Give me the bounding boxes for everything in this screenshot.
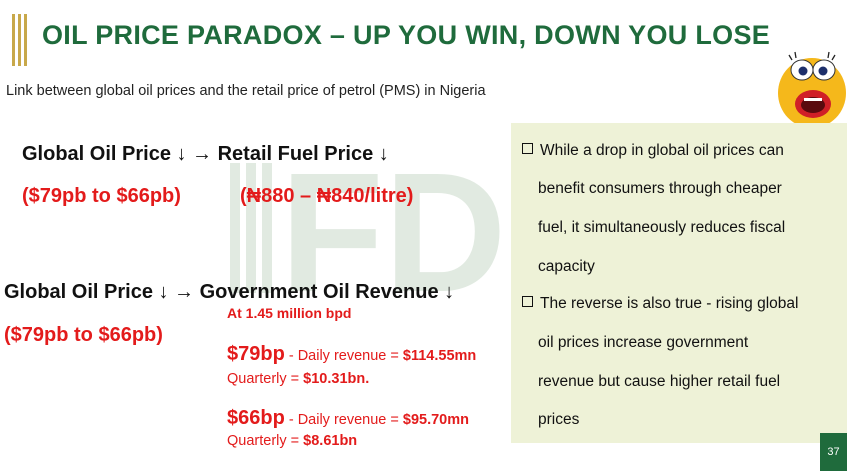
revenue-79-daily: $79bp - Daily revenue = $114.55mn <box>227 343 476 366</box>
price-66: $66bp <box>227 407 285 429</box>
revenue-66-quarterly: Quarterly = $8.61bn <box>227 433 357 449</box>
production-volume: At 1.45 million bpd <box>227 305 352 321</box>
slide-subtitle: Link between global oil prices and the r… <box>6 83 486 99</box>
checkbox-bullet-icon <box>522 296 533 307</box>
quarterly-label-79: Quarterly = <box>227 371 304 387</box>
quarterly-value-79: $10.31bn. <box>303 371 370 387</box>
section1-heading: Global Oil Price ↓ → Retail Fuel Price ↓ <box>22 143 389 165</box>
bullet-2: The reverse is also true - rising global <box>522 295 798 313</box>
revenue-66-daily: $66bp - Daily revenue = $95.70mn <box>227 407 469 430</box>
daily-value-66: $95.70mn <box>402 412 469 428</box>
section1-fuel-range: (₦880 – ₦840/litre) <box>240 185 414 207</box>
quarterly-label-66: Quarterly = <box>227 433 304 449</box>
watermark-logo: FD <box>230 143 500 313</box>
bullet-2-line-1: The reverse is also true - rising global <box>540 295 799 312</box>
daily-value-79: $114.55mn <box>402 348 477 364</box>
price-79: $79bp <box>227 343 285 365</box>
bullet-2-line-3: revenue but cause higher retail fuel <box>538 373 781 390</box>
checkbox-bullet-icon <box>522 143 533 154</box>
section1-oil-range: ($79pb to $66pb) <box>22 185 181 207</box>
slide-title: OIL PRICE PARADOX – UP YOU WIN, DOWN YOU… <box>42 20 771 50</box>
page-number: 37 <box>820 433 847 471</box>
daily-label-66: - Daily revenue = <box>284 412 403 428</box>
bullet-1: While a drop in global oil prices can <box>522 142 784 160</box>
section2-oil-range: ($79pb to $66pb) <box>4 324 163 346</box>
section2-heading: Global Oil Price ↓ → Government Oil Reve… <box>4 281 455 303</box>
watermark-text: FD <box>280 143 500 313</box>
bullet-1-line-2: benefit consumers through cheaper <box>538 180 782 197</box>
shocked-face-icon <box>778 51 846 128</box>
bullet-1-line-4: capacity <box>538 258 595 275</box>
bullet-1-line-3: fuel, it simultaneously reduces fiscal <box>538 219 786 236</box>
bullet-2-line-4: prices <box>538 411 580 428</box>
bullet-2-line-2: oil prices increase government <box>538 334 749 351</box>
quarterly-value-66: $8.61bn <box>303 433 358 449</box>
daily-label-79: - Daily revenue = <box>284 348 403 364</box>
explanation-box <box>511 123 847 443</box>
title-accent-bars <box>12 14 34 66</box>
bullet-1-line-1: While a drop in global oil prices can <box>540 142 784 159</box>
revenue-79-quarterly: Quarterly = $10.31bn. <box>227 371 369 387</box>
